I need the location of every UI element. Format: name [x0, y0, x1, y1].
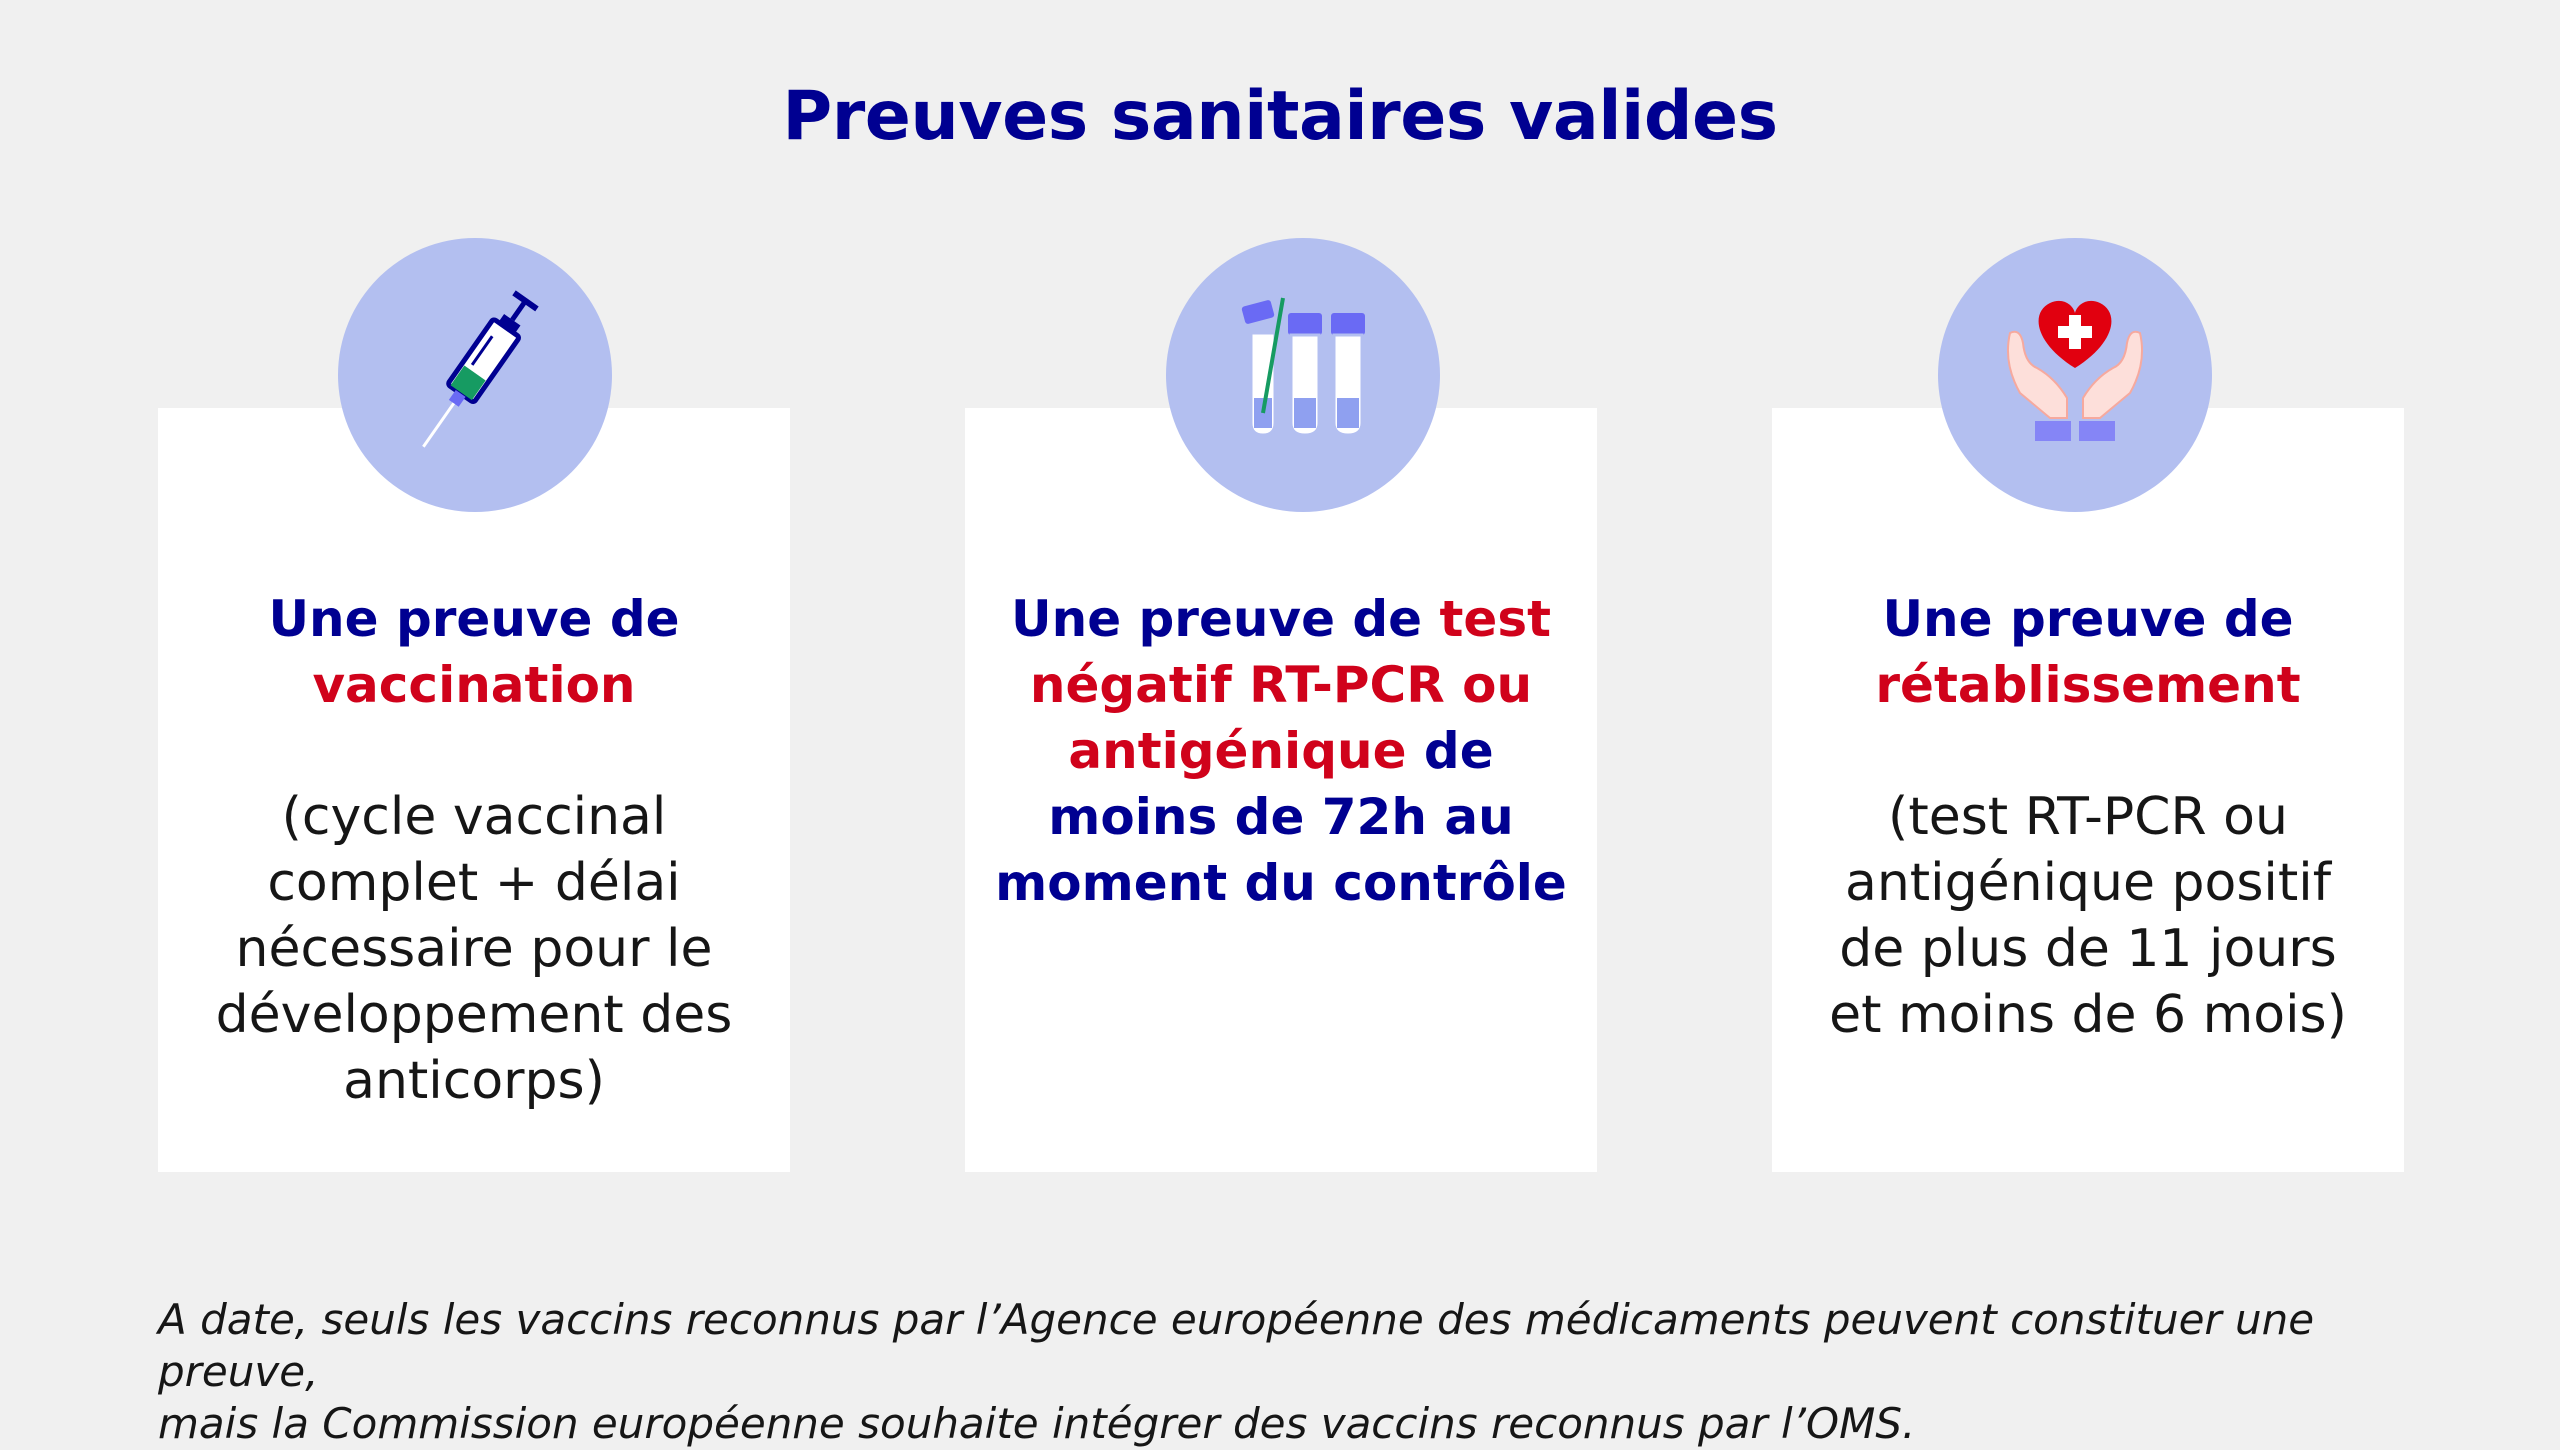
heading-highlight: négatif RT-PCR ou — [1029, 656, 1533, 714]
card-heading: Une preuve de rétablissement — [1772, 586, 2404, 718]
page-title: Preuves sanitaires valides — [782, 77, 1778, 156]
body-line: (test RT-PCR ou — [1888, 787, 2288, 847]
card-body: (cycle vaccinal complet + délai nécessai… — [158, 784, 790, 1114]
heading-text: moment du contrôle — [995, 854, 1567, 912]
body-line: nécessaire pour le — [235, 919, 713, 979]
heading-line: antigénique de — [965, 718, 1597, 784]
heading-text: moins de 72h au — [1048, 788, 1514, 846]
card-body: (test RT-PCR ou antigénique positif de p… — [1772, 784, 2404, 1048]
card-recovery: Une preuve de rétablissement (test RT-PC… — [1772, 408, 2404, 1172]
body-line: développement des — [215, 985, 733, 1045]
footnote: A date, seuls les vaccins reconnus par l… — [158, 1294, 2458, 1450]
test-tubes-icon — [1203, 273, 1403, 477]
body-line: complet + délai — [267, 853, 681, 913]
hands-heart-icon — [1975, 273, 2175, 477]
icon-circle — [338, 238, 612, 512]
heading-text: de — [1406, 722, 1494, 780]
heading-line: Une preuve de test — [965, 586, 1597, 652]
icon-circle — [1166, 238, 1440, 512]
body-line: et moins de 6 mois) — [1829, 985, 2347, 1045]
card-vaccination: Une preuve de vaccination (cycle vaccina… — [158, 408, 790, 1172]
footnote-line: A date, seuls les vaccins reconnus par l… — [158, 1295, 2315, 1396]
body-line: (cycle vaccinal — [281, 787, 667, 847]
icon-circle — [1938, 238, 2212, 512]
footnote-line: mais la Commission européenne souhaite i… — [158, 1399, 1916, 1448]
body-line: de plus de 11 jours — [1839, 919, 2337, 979]
heading-highlight: antigénique — [1068, 722, 1407, 780]
heading-highlight: test — [1439, 590, 1551, 648]
heading-line: Une preuve de — [268, 590, 680, 648]
body-line: antigénique positif — [1844, 853, 2332, 913]
syringe-icon — [375, 273, 575, 477]
heading-text: Une preuve de — [1011, 590, 1440, 648]
card-heading: Une preuve de vaccination — [158, 586, 790, 718]
heading-highlight: rétablissement — [1875, 656, 2301, 714]
card-test: Une preuve de test négatif RT-PCR ou ant… — [965, 408, 1597, 1172]
card-heading: Une preuve de test négatif RT-PCR ou ant… — [965, 586, 1597, 916]
heading-highlight: vaccination — [312, 656, 636, 714]
body-line: anticorps) — [343, 1051, 605, 1111]
heading-line: Une preuve de — [1882, 590, 2294, 648]
